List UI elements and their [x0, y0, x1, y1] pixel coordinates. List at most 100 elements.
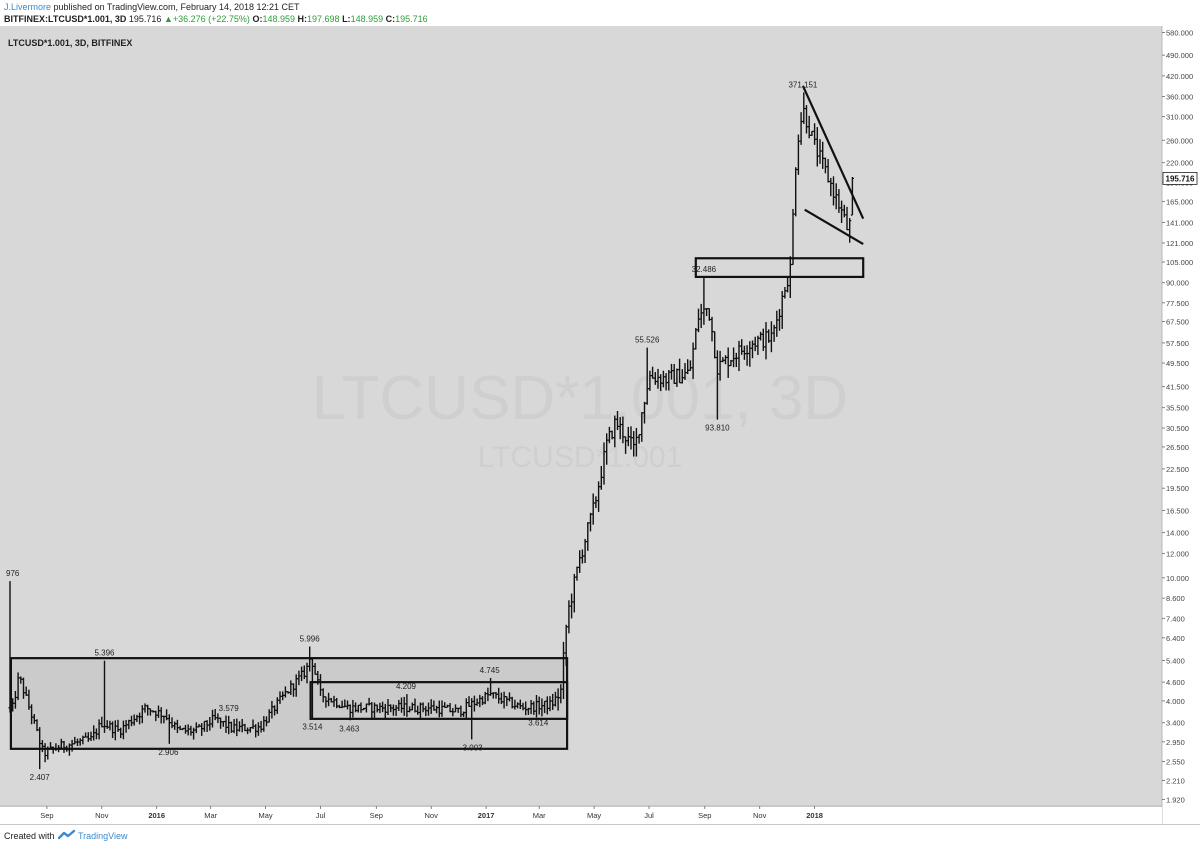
x-tick-label: Jul	[316, 811, 326, 820]
x-tick-label: Sep	[370, 811, 383, 820]
y-tick-label: 4.600	[1166, 678, 1185, 687]
price-label: 3.614	[528, 719, 549, 728]
y-tick-label: 105.000	[1166, 258, 1193, 267]
price-label: 3.514	[302, 722, 323, 731]
last-price: 195.716	[128, 14, 162, 24]
price-label: 3.463	[339, 724, 360, 733]
y-tick-label: 360.000	[1166, 93, 1193, 102]
watermark-sub: LTCUSD*1.001	[478, 441, 683, 474]
plot-area[interactable]	[0, 26, 1162, 824]
x-tick-label: Mar	[533, 811, 546, 820]
watermark-main: LTCUSD*1.001, 3D	[312, 364, 848, 433]
price-change: +36.276 (+22.75%)	[172, 14, 250, 24]
y-tick-label: 165.000	[1166, 197, 1193, 206]
author-link[interactable]: J.Livermore	[4, 2, 52, 12]
price-label: 4.209	[396, 682, 417, 691]
price-label: 371.151	[788, 80, 817, 89]
y-tick-label: 41.500	[1166, 383, 1189, 392]
created-with-label: Created with	[4, 831, 55, 841]
y-tick-label: 67.500	[1166, 317, 1189, 326]
close-value: 195.716	[395, 14, 428, 24]
price-label: 2.906	[158, 748, 179, 757]
tradingview-link[interactable]: TradingView	[78, 831, 128, 841]
last-price-tag: 195.716	[1162, 172, 1198, 185]
up-arrow-icon: ▲	[163, 14, 173, 24]
symbol-info: BITFINEX:LTCUSD*1.001, 3D 195.716 ▲+36.2…	[4, 14, 428, 24]
x-tick-label: Nov	[425, 811, 439, 820]
trendline-2	[804, 208, 864, 246]
time-axis-ticks: Sep Nov 2016 Mar May Jul Sep Nov 2017 Mar May Jul Se…	[40, 806, 823, 820]
symbol-name: BITFINEX:LTCUSD*1.001, 3D	[4, 14, 127, 24]
y-tick-label: 57.500	[1166, 339, 1189, 348]
price-label: 5.396	[94, 649, 115, 658]
y-tick-label: 420.000	[1166, 72, 1193, 81]
last-price-label: 195.716	[1166, 174, 1195, 183]
x-tick-label: Sep	[40, 811, 53, 820]
drawings-layer[interactable]	[9, 85, 865, 750]
price-label: 2.407	[30, 773, 51, 782]
x-tick-label: 2018	[806, 811, 823, 820]
y-tick-label: 310.000	[1166, 113, 1193, 122]
x-tick-label: Nov	[753, 811, 767, 820]
x-tick-label: Sep	[698, 811, 711, 820]
ohlc-bar	[848, 218, 852, 243]
open-label: O:	[252, 14, 263, 24]
y-tick-label: 77.500	[1166, 299, 1189, 308]
y-tick-label: 2.550	[1166, 757, 1185, 766]
y-tick-label: 121.000	[1166, 239, 1193, 248]
y-tick-label: 8.600	[1166, 594, 1185, 603]
price-chart[interactable]: LTCUSD*1.001, 3D, BITFINEX LTCUSD*1.001,…	[0, 26, 1200, 824]
y-tick-label: 10.000	[1166, 574, 1189, 583]
y-tick-label: 3.400	[1166, 719, 1185, 728]
price-label: 32.486	[692, 265, 717, 274]
y-tick-label: 49.500	[1166, 359, 1189, 368]
x-tick-label: Jul	[644, 811, 654, 820]
y-tick-label: 12.000	[1166, 549, 1189, 558]
high-label: H:	[297, 14, 308, 24]
y-tick-label: 16.500	[1166, 507, 1189, 516]
price-label: 976	[6, 569, 20, 578]
price-label: 3.003	[463, 743, 484, 752]
ohlc-bars	[8, 92, 854, 770]
y-tick-label: 19.500	[1166, 484, 1189, 493]
x-tick-label: 2016	[148, 811, 165, 820]
y-tick-label: 2.950	[1166, 738, 1185, 747]
x-tick-label: May	[259, 811, 273, 820]
y-tick-label: 4.000	[1166, 697, 1185, 706]
price-label: 3.579	[219, 704, 240, 713]
x-tick-label: May	[587, 811, 601, 820]
y-tick-label: 141.000	[1166, 218, 1193, 227]
y-tick-label: 6.400	[1166, 634, 1185, 643]
high-value: 197.698	[307, 14, 340, 24]
price-label: 4.745	[480, 666, 501, 675]
open-value: 148.959	[262, 14, 295, 24]
y-tick-label: 490.000	[1166, 51, 1193, 60]
price-label: 5.996	[300, 635, 321, 644]
range-box-3	[694, 257, 865, 279]
y-tick-label: 90.000	[1166, 279, 1189, 288]
y-tick-label: 220.000	[1166, 159, 1193, 168]
y-tick-label: 14.000	[1166, 529, 1189, 538]
time-axis[interactable]	[0, 807, 1162, 824]
y-tick-label: 580.000	[1166, 29, 1193, 38]
y-tick-label: 22.500	[1166, 465, 1189, 474]
y-tick-label: 30.500	[1166, 424, 1189, 433]
trendline-1	[801, 85, 865, 220]
y-tick-label: 35.500	[1166, 404, 1189, 413]
low-value: 148.959	[350, 14, 384, 24]
x-tick-label: Mar	[204, 811, 217, 820]
price-axis[interactable]	[1162, 26, 1200, 824]
price-label: 93.810	[705, 424, 730, 433]
publish-date: published on TradingView.com, February 1…	[53, 2, 300, 12]
x-tick-label: Nov	[95, 811, 109, 820]
footer: Created with TradingView	[0, 824, 1200, 847]
chart-header: J.Livermore published on TradingView.com…	[0, 0, 1200, 26]
y-tick-label: 260.000	[1166, 136, 1193, 145]
price-labels: 976 2.407 5.396 2.906 3.579 5.996 3.514 3.463 4.…	[6, 80, 818, 782]
tradingview-logo-icon[interactable]	[58, 829, 76, 841]
close-label: C:	[385, 14, 396, 24]
x-tick-label: 2017	[478, 811, 495, 820]
y-tick-label: 2.210	[1166, 777, 1185, 786]
y-tick-label: 1.920	[1166, 796, 1185, 805]
y-tick-label: 7.400	[1166, 614, 1185, 623]
